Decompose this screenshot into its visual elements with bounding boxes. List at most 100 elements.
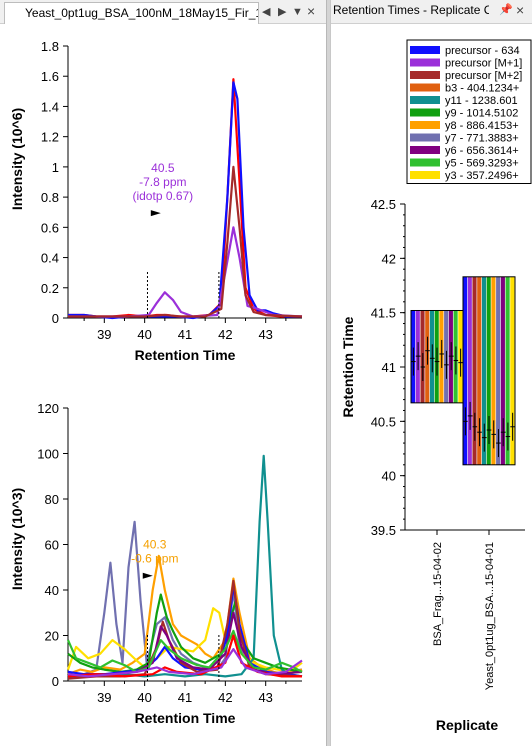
y-axis-title: Intensity (10^6) (9, 108, 25, 210)
legend-label-0: precursor - 634 (445, 45, 520, 57)
range-bar-1-7 (496, 276, 501, 465)
retention-times-pane: Retention Times - Replicate Comparison 📌… (330, 0, 532, 746)
x-tick-label: 43 (258, 690, 272, 705)
fragment-chromatogram: 0 20 40 60 80 100 120 39 40 41 42 43 Retention Time I… (9, 401, 303, 726)
y-tick-label: 42.5 (371, 197, 396, 212)
range-bar-1-1 (467, 276, 472, 465)
scroll-left-icon[interactable]: ◀ (262, 6, 271, 18)
legend-swatch-4 (410, 96, 440, 104)
legend-label-4: y11 - 1238.601 (445, 95, 518, 107)
y-axis-title: Retention Time (340, 316, 356, 417)
dropdown-icon[interactable]: ▼ (292, 6, 303, 18)
series-line-0 (67, 520, 303, 678)
range-bar-1-0 (463, 276, 468, 465)
y-tick-label: 1 (52, 160, 59, 175)
x-tick-label: 40 (137, 690, 151, 705)
y-tick-label: 80 (45, 492, 59, 507)
range-bar-1-9 (505, 276, 510, 465)
y-tick-label: 40.5 (371, 414, 396, 429)
x-tick-label: 39 (97, 690, 111, 705)
legend-label-1: precursor [M+1] (445, 58, 522, 70)
range-bar-1-3 (477, 276, 482, 465)
legend-label-3: b3 - 404.1234+ (445, 83, 519, 95)
legend-label-5: y9 - 1014.5102 (445, 108, 518, 120)
legend-swatch-0 (410, 46, 440, 54)
x-tick-label: BSA_Frag...15-04-02 (432, 542, 444, 646)
y-tick-label: 41 (382, 360, 396, 375)
y-tick-label: 1.4 (41, 99, 59, 114)
legend-label-6: y8 - 886.4153+ (445, 120, 519, 132)
y-tick-label: 20 (45, 629, 59, 644)
legend-label-10: y3 - 357.2496+ (445, 170, 519, 182)
scroll-right-icon[interactable]: ▶ (278, 6, 287, 18)
legend-swatch-9 (410, 158, 440, 167)
legend-label-9: y5 - 569.3293+ (445, 158, 519, 170)
legend-swatch-1 (410, 58, 440, 67)
x-axis-title: Retention Time (135, 710, 236, 726)
series-line-3 (68, 454, 303, 678)
x-tick-label: 41 (178, 327, 192, 342)
y-tick-label: 41.5 (371, 306, 396, 321)
x-tick-label: 41 (178, 690, 192, 705)
right-title-bar: Retention Times - Replicate Comparison 📌… (331, 0, 532, 24)
series-line-2 (68, 226, 303, 318)
chromatogram-pane: Yeast_0pt1ug_BSA_100nM_18May15_Fir_15-04… (0, 0, 326, 726)
range-bar-1-4 (481, 276, 487, 465)
peak-annotation-line: 40.5 (151, 161, 175, 175)
x-tick-label: 39 (97, 327, 111, 342)
x-axis-title: Replicate (436, 717, 498, 733)
series-line-4 (67, 593, 303, 673)
range-bar-1-6 (491, 276, 496, 465)
legend-swatch-10 (410, 171, 440, 179)
pane-splitter[interactable] (326, 0, 330, 746)
series-line-3 (68, 165, 303, 318)
legend-label-2: precursor [M+2] (445, 70, 522, 82)
y-axis-title: Intensity (10^3) (9, 488, 25, 590)
x-tick-label: Yeast_0pt1ug_BSA...15-04-01 (484, 542, 496, 690)
legend-swatch-3 (410, 83, 440, 92)
document-tab-label: Yeast_0pt1ug_BSA_100nM_18May15_Fir_15-04… (25, 6, 258, 20)
series-line-10 (67, 648, 303, 678)
legend-swatch-5 (410, 108, 440, 117)
precursor-chromatogram: 0 0.2 0.4 0.6 0.8 1 1.2 1.4 1.6 1.8 39 40 41 42 43 Rete… (9, 39, 303, 363)
y-tick-label: 42 (382, 251, 396, 266)
peak-annotation-line: -0.6 ppm (131, 552, 178, 566)
legend-label-8: y6 - 656.3614+ (445, 145, 519, 157)
y-tick-label: 0.8 (41, 190, 59, 205)
panel-title: Retention Times - Replicate Comparison (333, 3, 489, 17)
series-line-2 (66, 607, 303, 673)
y-tick-label: 0.4 (41, 251, 59, 266)
range-bar-1-8 (500, 276, 505, 465)
y-tick-label: 0 (52, 674, 59, 689)
y-tick-label: 100 (37, 447, 59, 462)
range-group-outline-1 (462, 276, 516, 466)
apex-flag-icon (150, 210, 161, 217)
y-tick-label: 1.2 (41, 130, 59, 145)
apex-flag-icon (142, 572, 153, 579)
range-bar-1-5 (486, 276, 491, 465)
legend-label-7: y7 - 771.3883+ (445, 133, 519, 145)
legend-swatch-2 (410, 71, 440, 79)
peak-annotation-line: -7.8 ppm (139, 175, 186, 189)
y-tick-label: 39.5 (371, 523, 396, 538)
x-axis-title: Retention Time (135, 347, 236, 363)
legend-swatch-8 (410, 146, 440, 154)
pin-icon[interactable]: 📌 (499, 4, 513, 16)
x-tick-label: 42 (218, 690, 232, 705)
y-tick-label: 1.8 (41, 39, 59, 54)
document-tab[interactable]: Yeast_0pt1ug_BSA_100nM_18May15_Fir_15-04… (4, 2, 259, 24)
range-bar-1-2 (472, 276, 477, 465)
y-tick-label: 0 (52, 311, 59, 326)
series-line-8 (66, 629, 303, 673)
y-tick-label: 40 (382, 469, 396, 484)
close-icon[interactable]: × (307, 3, 316, 19)
y-tick-label: 40 (45, 583, 59, 598)
legend-swatch-7 (410, 133, 440, 142)
y-tick-label: 60 (45, 538, 59, 553)
x-tick-label: 42 (218, 327, 232, 342)
close-icon[interactable]: × (516, 2, 525, 18)
x-tick-label: 43 (258, 327, 272, 342)
range-bar-1-10 (510, 276, 515, 465)
y-tick-label: 1.6 (41, 69, 59, 84)
